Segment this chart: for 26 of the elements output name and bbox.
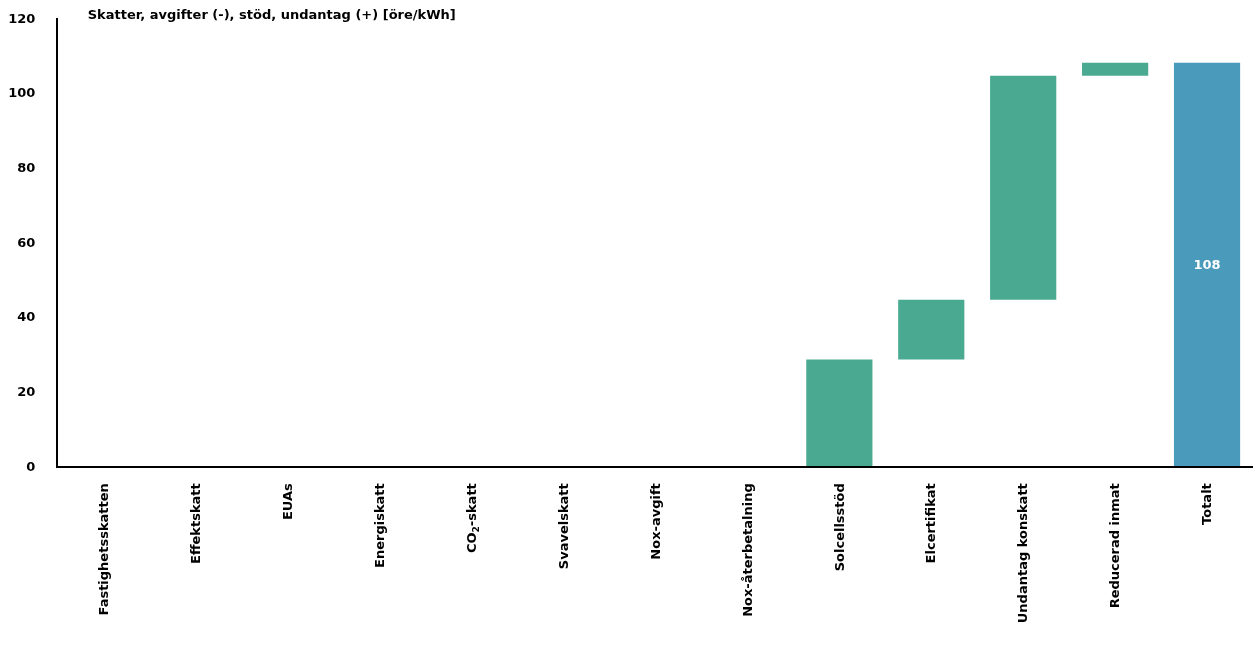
bar	[1173, 62, 1241, 466]
y-tick-label: 100	[8, 85, 36, 101]
x-tick-label: Undantag konskatt	[1015, 483, 1031, 624]
x-tick-label: Nox-avgift	[647, 483, 663, 560]
y-tick-label: 0	[26, 458, 36, 474]
x-tick-label: Totalt	[1199, 483, 1215, 525]
bar	[1082, 62, 1149, 76]
y-tick-label: 60	[17, 234, 36, 250]
chart-title: Skatter, avgifter (-), stöd, undantag (+) [öre/kWh]	[87, 7, 456, 23]
y-tick-label: 120	[8, 10, 36, 26]
x-tick-label: Fastighetsskatten	[96, 483, 112, 616]
y-tick-label: 40	[17, 309, 36, 325]
x-tick-label: Nox-återbetalning	[739, 483, 755, 617]
x-tick-label: Elcertifikat	[923, 483, 939, 564]
x-tick-label: Effektskatt	[188, 483, 204, 564]
bar	[806, 359, 873, 466]
bar	[898, 299, 965, 360]
y-tick-label: 80	[17, 159, 36, 175]
x-tick-label: Energiskatt	[371, 483, 387, 568]
x-tick-label: Svavelskatt	[555, 483, 571, 570]
x-tick-label: EUAs	[280, 482, 296, 521]
data-label: 108	[1193, 256, 1221, 272]
bar	[990, 75, 1057, 300]
y-tick-label: 20	[17, 383, 36, 399]
x-tick-label: Reducerad inmat	[1107, 483, 1123, 609]
x-tick-label: Solcellsstöd	[831, 483, 847, 572]
